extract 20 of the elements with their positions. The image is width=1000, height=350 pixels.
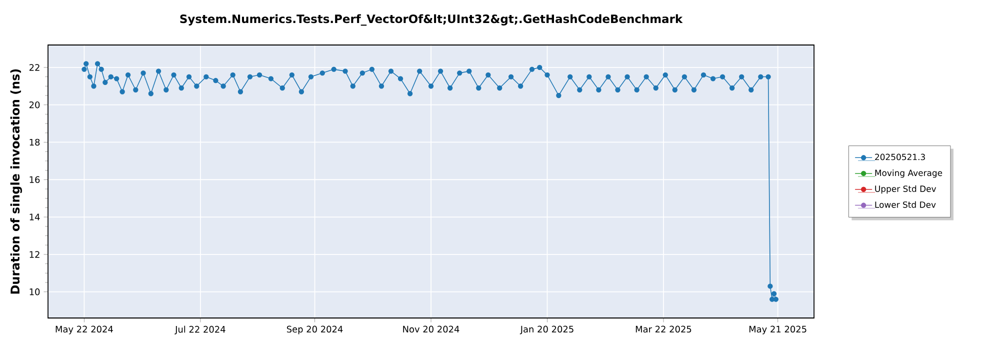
y-tick-label: 16 (30, 176, 40, 184)
y-axis-title: Duration of single invocation (ns) (10, 69, 22, 294)
legend-label: Moving Average (875, 170, 942, 178)
x-tick-label: May 22 2024 (56, 326, 113, 334)
x-tick-label: Jan 20 2025 (520, 326, 574, 334)
x-tick-label: May 21 2025 (749, 326, 806, 334)
y-tick-label: 12 (30, 251, 40, 258)
x-tick-label: Nov 20 2024 (403, 326, 460, 333)
legend-label: Lower Std Dev (875, 201, 936, 208)
y-tick-label: 14 (30, 214, 40, 220)
chart-title: System.Numerics.Tests.Perf_VectorOf&lt;UInt32&gt;.GetHashCodeBenchmark (180, 14, 683, 26)
y-tick-label: 20 (29, 101, 40, 108)
legend-label: 20250521.3 (875, 154, 925, 160)
y-tick-label: 22 (29, 64, 40, 71)
x-tick-label: Sep 20 2024 (286, 326, 343, 334)
y-tick-label: 18 (30, 138, 40, 146)
y-tick-label: 10 (30, 288, 40, 296)
legend-label: Upper Std Dev (875, 185, 936, 194)
x-tick-label: Mar 22 2025 (636, 326, 692, 333)
x-tick-label: Jul 22 2024 (174, 326, 226, 334)
